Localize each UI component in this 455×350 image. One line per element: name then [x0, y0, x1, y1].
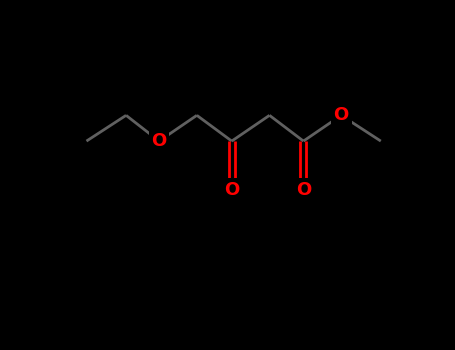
Text: O: O	[152, 132, 167, 150]
Text: O: O	[224, 181, 239, 199]
Text: O: O	[334, 106, 349, 124]
Text: O: O	[296, 181, 311, 199]
